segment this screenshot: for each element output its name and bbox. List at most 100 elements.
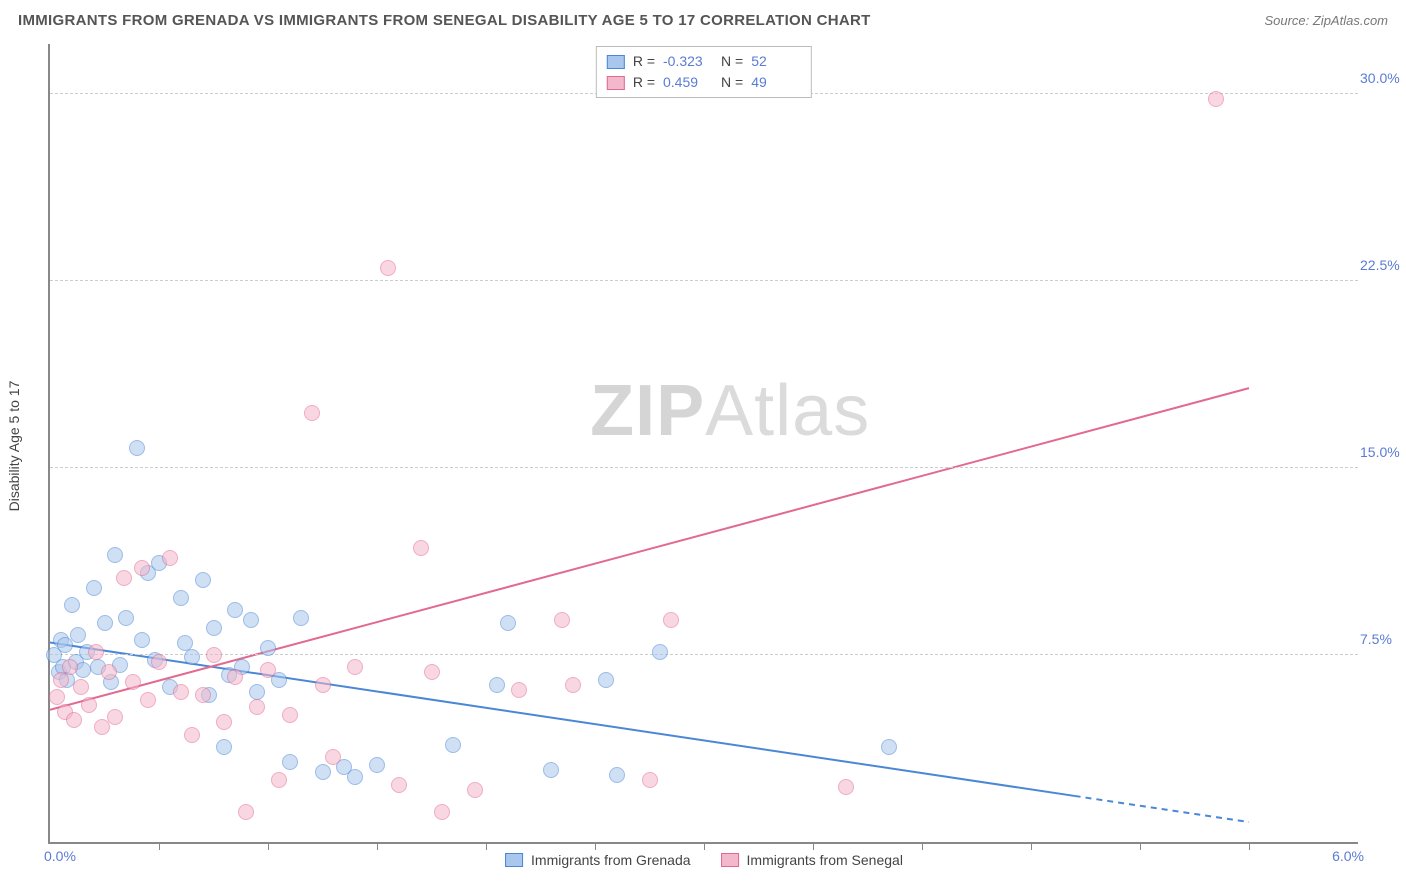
data-point-senegal xyxy=(216,714,232,730)
data-point-senegal xyxy=(315,677,331,693)
legend-label-grenada: Immigrants from Grenada xyxy=(531,852,691,868)
data-point-senegal xyxy=(173,684,189,700)
gridline xyxy=(50,280,1358,281)
data-point-grenada xyxy=(282,754,298,770)
data-point-grenada xyxy=(260,640,276,656)
data-point-senegal xyxy=(304,405,320,421)
x-tick xyxy=(159,842,160,850)
x-tick xyxy=(1031,842,1032,850)
data-point-grenada xyxy=(249,684,265,700)
y-tick-label: 15.0% xyxy=(1360,444,1406,460)
data-point-grenada xyxy=(243,612,259,628)
data-point-grenada xyxy=(445,737,461,753)
chart-title: IMMIGRANTS FROM GRENADA VS IMMIGRANTS FR… xyxy=(18,12,871,29)
data-point-senegal xyxy=(260,662,276,678)
legend-swatch-senegal xyxy=(607,76,625,90)
data-point-senegal xyxy=(380,260,396,276)
data-point-grenada xyxy=(97,615,113,631)
source-attribution: Source: ZipAtlas.com xyxy=(1264,13,1388,28)
legend-row-senegal: R = 0.459 N = 49 xyxy=(607,72,801,93)
watermark: ZIPAtlas xyxy=(590,370,870,452)
data-point-senegal xyxy=(663,612,679,628)
data-point-senegal xyxy=(151,654,167,670)
x-tick xyxy=(595,842,596,850)
chart-header: IMMIGRANTS FROM GRENADA VS IMMIGRANTS FR… xyxy=(0,0,1406,40)
data-point-senegal xyxy=(227,669,243,685)
data-point-senegal xyxy=(1208,91,1224,107)
data-point-grenada xyxy=(70,627,86,643)
scatter-plot: ZIPAtlas R = -0.323 N = 52 R = 0.459 N =… xyxy=(48,44,1358,844)
data-point-senegal xyxy=(838,779,854,795)
data-point-grenada xyxy=(227,602,243,618)
x-tick xyxy=(813,842,814,850)
x-tick xyxy=(922,842,923,850)
x-tick xyxy=(268,842,269,850)
data-point-grenada xyxy=(107,547,123,563)
data-point-grenada xyxy=(118,610,134,626)
data-point-senegal xyxy=(565,677,581,693)
legend-label-senegal: Immigrants from Senegal xyxy=(747,852,903,868)
data-point-senegal xyxy=(282,707,298,723)
data-point-senegal xyxy=(511,682,527,698)
r-value-grenada: -0.323 xyxy=(663,51,713,72)
data-point-grenada xyxy=(347,769,363,785)
data-point-senegal xyxy=(73,679,89,695)
data-point-grenada xyxy=(543,762,559,778)
data-point-senegal xyxy=(413,540,429,556)
legend-swatch-grenada xyxy=(607,55,625,69)
legend-swatch-grenada xyxy=(505,853,523,867)
y-axis-label: Disability Age 5 to 17 xyxy=(6,381,22,512)
data-point-grenada xyxy=(129,440,145,456)
data-point-grenada xyxy=(216,739,232,755)
x-axis-max-label: 6.0% xyxy=(1332,848,1364,864)
gridline xyxy=(50,467,1358,468)
data-point-senegal xyxy=(424,664,440,680)
data-point-senegal xyxy=(391,777,407,793)
data-point-grenada xyxy=(173,590,189,606)
data-point-senegal xyxy=(49,689,65,705)
data-point-senegal xyxy=(184,727,200,743)
data-point-senegal xyxy=(116,570,132,586)
data-point-grenada xyxy=(489,677,505,693)
data-point-senegal xyxy=(249,699,265,715)
x-tick xyxy=(704,842,705,850)
data-point-grenada xyxy=(369,757,385,773)
data-point-grenada xyxy=(609,767,625,783)
data-point-grenada xyxy=(500,615,516,631)
r-value-senegal: 0.459 xyxy=(663,72,713,93)
data-point-senegal xyxy=(88,644,104,660)
data-point-senegal xyxy=(467,782,483,798)
gridline xyxy=(50,654,1358,655)
data-point-grenada xyxy=(177,635,193,651)
data-point-senegal xyxy=(271,772,287,788)
data-point-grenada xyxy=(206,620,222,636)
data-point-grenada xyxy=(86,580,102,596)
data-point-grenada xyxy=(195,572,211,588)
x-tick xyxy=(1140,842,1141,850)
data-point-senegal xyxy=(62,659,78,675)
series-legend: Immigrants from Grenada Immigrants from … xyxy=(505,852,903,868)
legend-item-grenada: Immigrants from Grenada xyxy=(505,852,691,868)
data-point-grenada xyxy=(315,764,331,780)
data-point-senegal xyxy=(66,712,82,728)
data-point-senegal xyxy=(101,664,117,680)
n-value-senegal: 49 xyxy=(751,72,801,93)
data-point-grenada xyxy=(598,672,614,688)
x-tick xyxy=(377,842,378,850)
legend-swatch-senegal xyxy=(721,853,739,867)
legend-item-senegal: Immigrants from Senegal xyxy=(721,852,903,868)
data-point-senegal xyxy=(134,560,150,576)
x-axis-origin-label: 0.0% xyxy=(44,848,76,864)
y-tick-label: 30.0% xyxy=(1360,70,1406,86)
x-tick xyxy=(486,842,487,850)
data-point-senegal xyxy=(347,659,363,675)
data-point-senegal xyxy=(434,804,450,820)
x-tick xyxy=(1249,842,1250,850)
data-point-senegal xyxy=(81,697,97,713)
data-point-senegal xyxy=(125,674,141,690)
legend-row-grenada: R = -0.323 N = 52 xyxy=(607,51,801,72)
data-point-senegal xyxy=(162,550,178,566)
data-point-senegal xyxy=(554,612,570,628)
data-point-grenada xyxy=(652,644,668,660)
y-tick-label: 22.5% xyxy=(1360,257,1406,273)
